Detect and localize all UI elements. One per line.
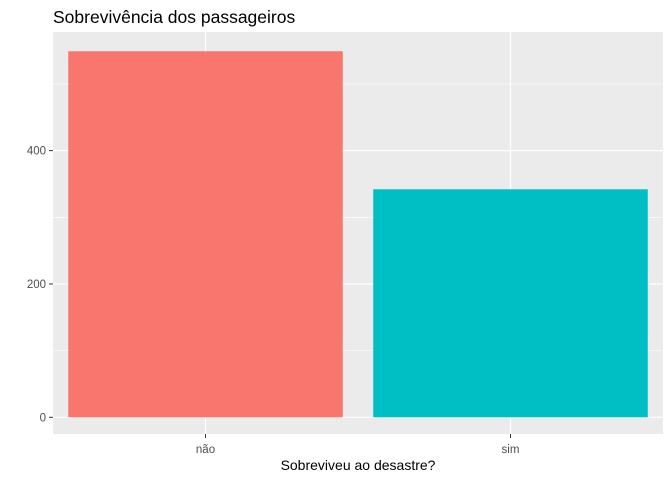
bars: [68, 51, 648, 418]
bar-sim: [373, 189, 648, 418]
x-axis-title: Sobreviveu ao desastre?: [281, 457, 436, 473]
y-axis: 0 200 400: [27, 146, 53, 424]
x-axis: não sim: [196, 434, 520, 456]
chart-title: Sobrevivência dos passageiros: [53, 7, 295, 27]
y-tick-label: 200: [27, 279, 46, 291]
x-tick-label: não: [196, 444, 215, 456]
y-tick-label: 0: [40, 412, 46, 424]
bar-nao: [68, 51, 343, 418]
y-tick-label: 400: [27, 146, 46, 158]
x-tick-label: sim: [502, 444, 520, 456]
